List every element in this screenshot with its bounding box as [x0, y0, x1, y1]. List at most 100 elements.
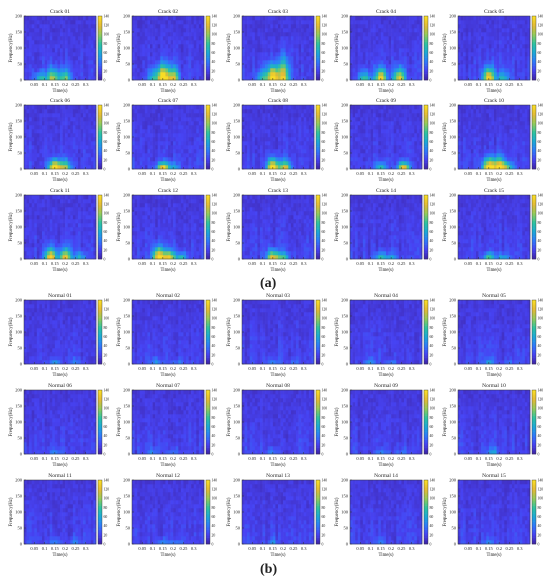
heatmap-cell: [265, 105, 268, 109]
heatmap-cell: [522, 52, 525, 56]
heatmap-cell: [60, 52, 63, 56]
heatmap-cell: [376, 44, 379, 48]
heatmap-cell: [135, 20, 138, 24]
heatmap-cell: [145, 36, 148, 40]
heatmap-cell: [407, 20, 410, 24]
heatmap-cell: [461, 56, 464, 60]
heatmap-cell: [414, 20, 417, 24]
heatmap-cell: [486, 20, 489, 24]
heatmap-cell: [275, 24, 278, 28]
heatmap-cell: [383, 153, 386, 157]
heatmap-cell: [476, 141, 479, 145]
heatmap-cell: [86, 105, 89, 109]
heatmap-cell: [499, 125, 502, 129]
heatmap-cell: [186, 145, 189, 149]
heatmap-cell: [293, 153, 296, 157]
heatmap-cell: [158, 68, 161, 72]
heatmap-cell: [194, 117, 197, 121]
heatmap-cell: [181, 32, 184, 36]
heatmap-cell: [396, 121, 399, 125]
heatmap-cell: [468, 105, 471, 109]
heatmap-cell: [471, 44, 474, 48]
heatmap-cell: [525, 20, 528, 24]
heatmap-cell: [278, 149, 281, 153]
heatmap-cell: [368, 125, 371, 129]
heatmap-cell: [57, 149, 60, 153]
heatmap-cell: [178, 24, 181, 28]
heatmap-cell: [247, 129, 250, 133]
heatmap-cell: [153, 121, 156, 125]
heatmap-cell: [281, 48, 284, 52]
heatmap-cell: [471, 133, 474, 137]
heatmap-cell: [273, 32, 276, 36]
heatmap-cell: [39, 129, 42, 133]
heatmap-cell: [491, 60, 494, 64]
heatmap-cell: [142, 137, 145, 141]
heatmap-cell: [296, 153, 299, 157]
heatmap-cell: [383, 145, 386, 149]
heatmap-cell: [288, 125, 291, 129]
heatmap-cell: [491, 52, 494, 56]
heatmap-cell: [158, 133, 161, 137]
heatmap-cell: [281, 24, 284, 28]
heatmap-cell: [396, 56, 399, 60]
heatmap-cell: [504, 32, 507, 36]
heatmap-cell: [88, 72, 91, 76]
heatmap-cell: [39, 137, 42, 141]
heatmap-cell: [39, 165, 42, 169]
heatmap-cell: [39, 76, 42, 80]
heatmap-cell: [476, 125, 479, 129]
heatmap-cell: [29, 44, 32, 48]
heatmap-cell: [468, 121, 471, 125]
heatmap-cell: [171, 153, 174, 157]
heatmap-cell: [199, 141, 202, 145]
heatmap-cell: [275, 32, 278, 36]
heatmap-cell: [283, 117, 286, 121]
heatmap-cell: [306, 105, 309, 109]
heatmap-cell: [373, 149, 376, 153]
heatmap-cell: [360, 129, 363, 133]
heatmap-cell: [481, 113, 484, 117]
heatmap-cell: [78, 129, 81, 133]
heatmap-cell: [517, 20, 520, 24]
heatmap-cell: [142, 64, 145, 68]
x-tick-label: 0.25: [71, 171, 80, 176]
heatmap-cell: [158, 20, 161, 24]
heatmap-cell: [471, 56, 474, 60]
heatmap-cell: [473, 56, 476, 60]
heatmap-cell: [494, 125, 497, 129]
heatmap-cell: [386, 109, 389, 113]
heatmap-cell: [404, 52, 407, 56]
heatmap-cell: [371, 40, 374, 44]
heatmap-cell: [173, 44, 176, 48]
heatmap-cell: [199, 105, 202, 109]
heatmap-cell: [181, 145, 184, 149]
heatmap-cell: [458, 105, 461, 109]
heatmap-cell: [268, 68, 271, 72]
heatmap-cell: [189, 36, 192, 40]
heatmap-cell: [479, 56, 482, 60]
heatmap-cell: [409, 16, 412, 20]
heatmap-cell: [268, 76, 271, 80]
heatmap-cell: [252, 20, 255, 24]
heatmap-cell: [288, 76, 291, 80]
heatmap-cell: [52, 24, 55, 28]
heatmap-cell: [399, 28, 402, 32]
heatmap-cell: [466, 64, 469, 68]
heatmap-cell: [183, 145, 186, 149]
panel-title: Crack 05: [484, 9, 504, 15]
heatmap-cell: [47, 48, 50, 52]
heatmap-cell: [81, 137, 84, 141]
heatmap-cell: [479, 20, 482, 24]
heatmap-cell: [291, 117, 294, 121]
heatmap-cell: [60, 109, 63, 113]
heatmap-cell: [52, 133, 55, 137]
heatmap-cell: [247, 117, 250, 121]
heatmap-cell: [512, 52, 515, 56]
heatmap-cell: [196, 105, 199, 109]
heatmap-cell: [147, 153, 150, 157]
heatmap-cell: [468, 32, 471, 36]
heatmap-cell: [396, 16, 399, 20]
y-axis-label: Frequency(Hz): [443, 33, 448, 62]
heatmap-cell: [507, 52, 510, 56]
